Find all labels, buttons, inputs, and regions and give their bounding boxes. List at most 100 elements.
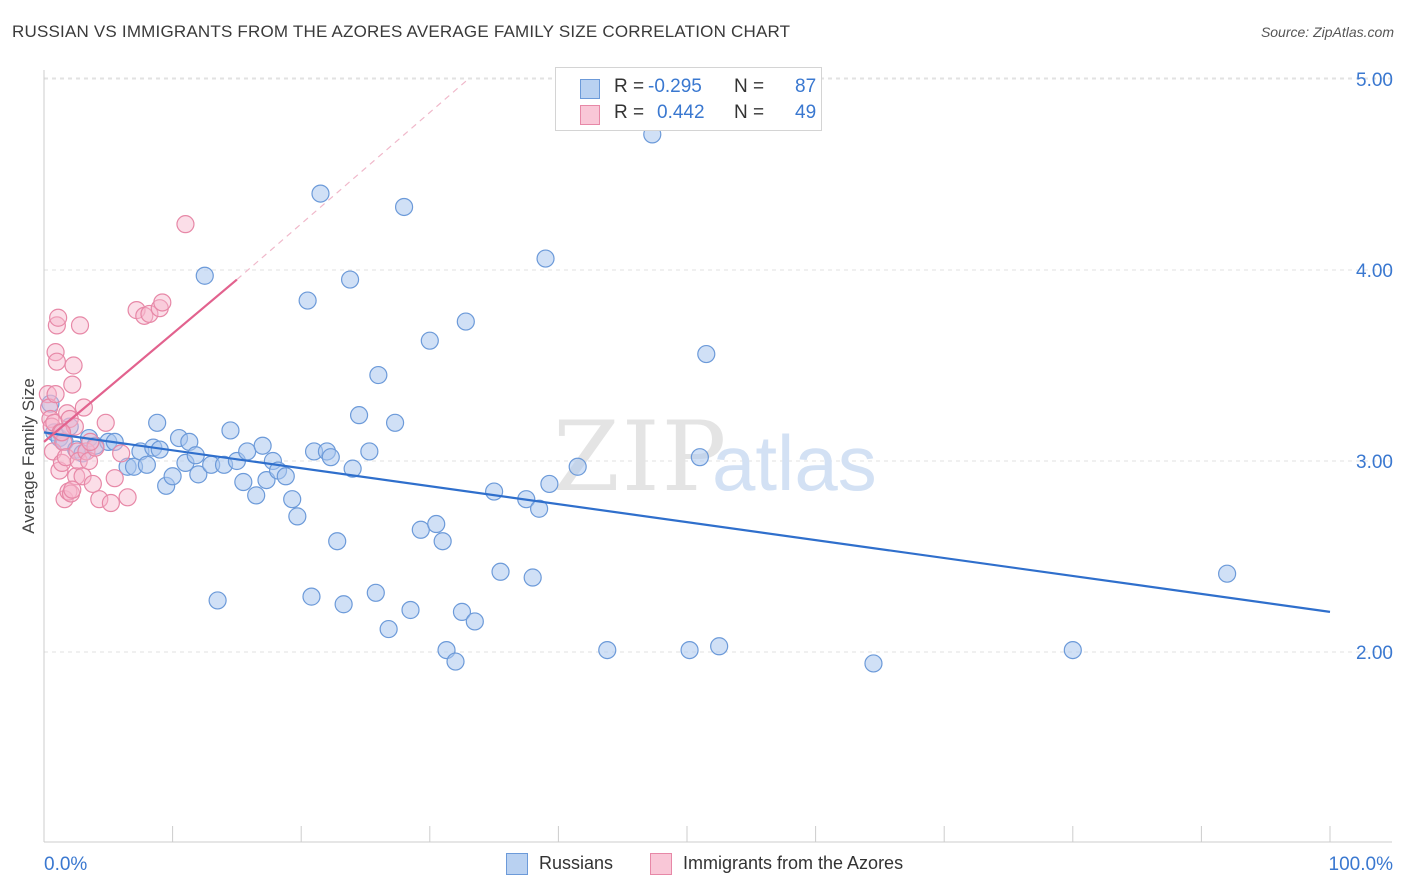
russian-point	[234, 472, 253, 492]
watermark-atlas: atlas	[712, 419, 877, 507]
y-tick-label: 3.00	[1356, 452, 1393, 473]
russian-point	[238, 442, 257, 461]
russian-point	[401, 600, 420, 620]
azores-point	[112, 444, 131, 463]
russian-point	[340, 270, 360, 289]
azores-point	[47, 352, 66, 371]
y-tick-label: 4.00	[1356, 261, 1393, 282]
azores-point	[73, 467, 92, 486]
russian-point	[568, 457, 587, 476]
russian-point	[452, 602, 472, 621]
russian-point	[485, 482, 504, 501]
russian-point	[540, 474, 559, 494]
x-tick-label: 0.0%	[44, 854, 87, 875]
azores-point	[52, 423, 72, 442]
y-axis-label: Average Family Size	[19, 378, 38, 534]
legend-n-label: N =	[734, 102, 765, 123]
russian-point	[536, 249, 555, 268]
series-label-azores: Immigrants from the Azores	[683, 853, 904, 873]
watermark: ZIP atlas	[553, 401, 877, 513]
russian-point	[690, 448, 709, 467]
legend-n-label: N =	[734, 76, 765, 97]
russian-point	[598, 640, 617, 660]
azores-point	[83, 474, 102, 494]
azores-point	[176, 215, 195, 234]
russian-point	[456, 312, 475, 331]
russian-point	[1218, 564, 1237, 583]
russian-point	[411, 520, 430, 539]
azores-point	[105, 469, 124, 488]
russian-point	[321, 448, 340, 467]
azores-point	[70, 316, 90, 335]
azores-point	[96, 413, 115, 432]
legend-n-value: 49	[795, 102, 817, 123]
russian-point	[530, 499, 549, 518]
azores-point	[46, 343, 65, 362]
russian-point	[189, 465, 208, 484]
y-tick-label: 5.00	[1356, 70, 1393, 91]
azores-point	[101, 493, 120, 513]
russian-point	[276, 467, 295, 486]
source-label: Source: ZipAtlas.com	[1260, 24, 1394, 40]
russian-point	[697, 344, 716, 364]
azores-point	[153, 293, 172, 312]
azores-point	[47, 316, 66, 335]
legend-r-value: -0.295	[648, 76, 702, 97]
x-tick-label: 100.0%	[1329, 854, 1394, 875]
russians-trendline	[43, 431, 1331, 613]
russian-point	[446, 652, 465, 671]
azores-point	[63, 480, 82, 499]
russian-point	[385, 413, 405, 432]
y-tick-label: 2.00	[1356, 643, 1393, 664]
russian-point	[349, 406, 369, 425]
legend-n-value: 87	[795, 76, 817, 97]
russian-point	[148, 413, 167, 432]
series-swatch-russians	[506, 853, 528, 875]
russian-point	[137, 455, 156, 474]
russian-point	[334, 595, 353, 614]
russian-point	[369, 365, 388, 385]
russian-point	[360, 442, 379, 461]
azores-point	[118, 488, 137, 507]
russian-point	[379, 619, 398, 639]
russian-point	[247, 486, 266, 505]
legend-r-label: R =	[614, 102, 645, 123]
russian-point	[328, 532, 347, 551]
russian-point	[208, 591, 227, 610]
azores-point	[64, 356, 83, 375]
azores-point	[67, 467, 86, 486]
russian-point	[283, 490, 302, 509]
azores-trendline	[43, 278, 238, 443]
azores-point	[63, 375, 82, 394]
series-swatch-azores	[650, 853, 672, 875]
azores-trend-extension	[236, 78, 469, 281]
russian-point	[366, 583, 385, 602]
russian-point	[311, 184, 330, 203]
russian-point	[195, 266, 214, 285]
russian-point	[680, 640, 699, 660]
legend-swatch-azores	[580, 105, 600, 125]
azores-point	[90, 490, 109, 509]
russian-point	[523, 568, 542, 587]
russian-point	[394, 197, 414, 217]
russian-point	[710, 637, 729, 656]
azores-point	[69, 451, 88, 471]
russian-point	[864, 654, 883, 673]
russian-point	[163, 467, 182, 486]
russian-point	[491, 562, 510, 581]
azores-point	[54, 432, 73, 451]
legend-swatch-russians	[580, 79, 600, 99]
legend-r-label: R =	[614, 76, 645, 97]
russian-point	[298, 291, 317, 310]
azores-point	[38, 385, 57, 404]
russian-point	[465, 612, 484, 631]
russian-point	[253, 436, 272, 455]
russian-point	[1063, 640, 1082, 660]
russian-point	[343, 459, 362, 478]
russian-point	[221, 421, 240, 440]
russian-point	[427, 514, 446, 534]
russian-point	[433, 532, 452, 551]
azores-point	[49, 308, 68, 327]
azores-point	[140, 304, 159, 324]
